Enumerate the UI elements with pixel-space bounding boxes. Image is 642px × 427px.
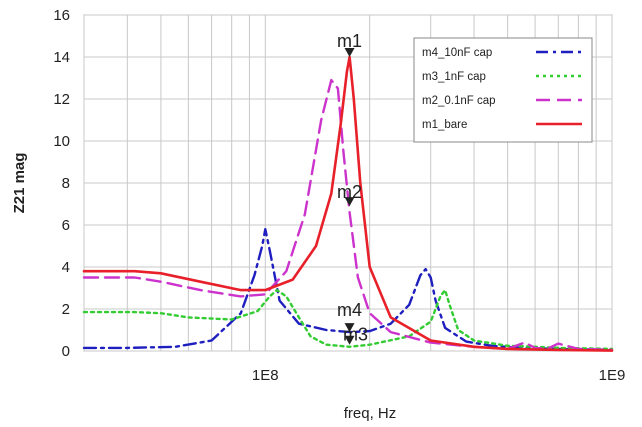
y-tick-label: 4 <box>62 259 70 276</box>
x-tick-label: 1E8 <box>252 367 279 384</box>
y-tick-label: 10 <box>53 133 70 150</box>
axis-layer: 0 2 4 6 8 10 12 14 16 1E8 1E9 <box>53 7 625 384</box>
y-tick-label: 2 <box>62 301 70 318</box>
marker-m4-label: m4 <box>337 300 362 320</box>
y-tick-label: 14 <box>53 49 70 66</box>
y-tick-label: 12 <box>53 91 70 108</box>
legend-label: m3_1nF cap <box>422 71 486 83</box>
series-line-4 <box>82 55 614 352</box>
x-tick-label: 1E9 <box>599 367 626 384</box>
legend-label: m4_10nF cap <box>422 47 492 59</box>
series-layer <box>82 55 614 352</box>
marker-m2-label: m2 <box>337 182 362 202</box>
series-line-2 <box>82 288 614 351</box>
y-tick-label: 16 <box>53 7 70 24</box>
y-tick-label: 6 <box>62 217 70 234</box>
x-axis-title: freq, Hz <box>344 405 397 422</box>
marker-m2-triangle <box>344 197 355 207</box>
legend-label: m2_0.1nF cap <box>422 95 496 107</box>
legend-label: m1_bare <box>422 119 467 131</box>
marker-m1-label: m1 <box>337 31 362 51</box>
marker-m3-triangle <box>344 335 355 345</box>
y-tick-label: 0 <box>62 343 70 360</box>
marker-m4-triangle <box>344 323 355 333</box>
y-tick-label: 8 <box>62 175 70 192</box>
marker-m3-label: m3 <box>343 325 368 345</box>
series-line-1 <box>82 227 614 352</box>
marker-layer: m1 m2 m4 m3 <box>337 31 368 345</box>
marker-m1-triangle <box>344 48 355 57</box>
series-line-3 <box>82 78 614 352</box>
legend: m4_10nF cap m3_1nF cap m2_0.1nF cap m1_bare <box>413 37 593 143</box>
y-axis-title: Z21 mag <box>11 153 28 214</box>
